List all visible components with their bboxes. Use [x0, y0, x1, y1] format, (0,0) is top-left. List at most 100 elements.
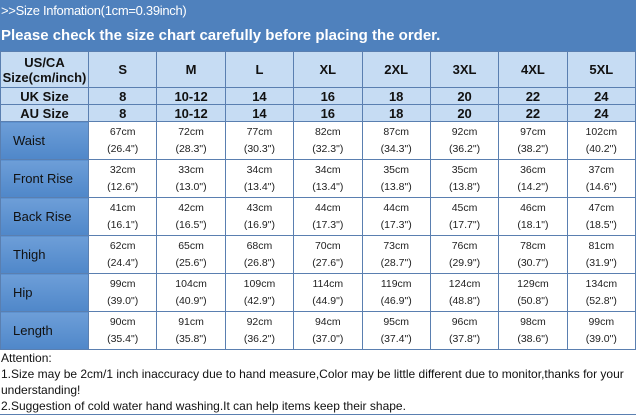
inch-value: (16.1"): [107, 218, 139, 231]
cm-value: 70cm: [314, 239, 341, 252]
inch-value: (42.9"): [243, 294, 276, 307]
measurement-label: Front Rise: [0, 159, 89, 198]
inch-value: (36.2"): [448, 142, 481, 155]
cm-value: 104cm: [175, 277, 207, 290]
size-header-row: US/CA Size(cm/inch) S M L XL 2XL 3XL 4XL 5XL: [0, 51, 636, 88]
size-header: M: [156, 51, 226, 88]
au-size-value: 20: [429, 104, 500, 122]
cm-value: 34cm: [246, 163, 273, 176]
measurement-cell: 97cm (38.2"): [498, 121, 568, 160]
measurement-cell: 94cm (37.0"): [293, 311, 363, 350]
inch-value: (38.6"): [517, 332, 549, 345]
inch-value: (30.3"): [243, 142, 276, 155]
inch-value: (24.4"): [107, 256, 139, 269]
measurement-label: Hip: [0, 273, 89, 312]
measurement-cell: 99cm (39.0"): [566, 311, 636, 350]
cm-value: 97cm: [520, 125, 546, 138]
measurement-cell: 46cm (18.1"): [498, 197, 568, 236]
inch-value: (13.8"): [448, 180, 481, 193]
measurement-cell: 70cm (27.6"): [293, 235, 363, 274]
measurement-cell: 92cm (36.2"): [429, 121, 500, 160]
inch-value: (48.8"): [448, 294, 481, 307]
cm-value: 33cm: [178, 163, 204, 176]
measurement-cell: 76cm (29.9"): [429, 235, 500, 274]
inch-value: (12.6"): [107, 180, 139, 193]
attention-title: Attention:: [1, 351, 52, 365]
inch-value: (13.4"): [243, 180, 276, 193]
measurement-cell: 35cm (13.8"): [429, 159, 500, 198]
cm-value: 124cm: [448, 277, 481, 290]
au-size-value: 14: [224, 104, 295, 122]
inch-value: (26.4"): [107, 142, 139, 155]
cm-value: 35cm: [451, 163, 478, 176]
inch-value: (17.3"): [380, 218, 412, 231]
inch-value: (18.1"): [517, 218, 549, 231]
inch-value: (17.3"): [312, 218, 344, 231]
cm-value: 82cm: [314, 125, 341, 138]
measurement-cell: 104cm (40.9"): [156, 273, 226, 312]
attention-note: 2.Suggestion of cold water hand washing.…: [1, 399, 406, 413]
inch-value: (16.9"): [243, 218, 276, 231]
inch-value: (40.9"): [175, 294, 207, 307]
inch-value: (44.9"): [312, 294, 344, 307]
cm-value: 72cm: [178, 125, 204, 138]
cm-value: 44cm: [314, 201, 341, 214]
au-size-row: AU Size 8 10-12 14 16 18 20 22 24: [0, 104, 636, 122]
cm-value: 73cm: [383, 239, 410, 252]
measurement-cell: 32cm (12.6"): [87, 159, 158, 198]
measurement-cell: 82cm (32.3"): [293, 121, 363, 160]
au-size-value: 22: [498, 104, 568, 122]
cm-value: 99cm: [588, 315, 615, 328]
uk-size-value: 24: [566, 87, 636, 105]
uk-size-value: 10-12: [156, 87, 226, 105]
cm-value: 42cm: [178, 201, 204, 214]
inch-value: (13.8"): [380, 180, 412, 193]
measurement-cell: 109cm (42.9"): [224, 273, 295, 312]
measurement-cell: 34cm (13.4"): [293, 159, 363, 198]
measurement-label: Thigh: [0, 235, 89, 274]
inch-value: (32.3"): [312, 142, 344, 155]
measurement-label: Length: [0, 311, 89, 350]
cm-value: 65cm: [178, 239, 204, 252]
cm-value: 45cm: [451, 201, 478, 214]
cm-value: 43cm: [246, 201, 273, 214]
cm-value: 76cm: [451, 239, 478, 252]
inch-value: (25.6"): [175, 256, 207, 269]
cm-value: 94cm: [314, 315, 341, 328]
inch-value: (30.7"): [517, 256, 549, 269]
inch-value: (35.4"): [107, 332, 139, 345]
measurement-cell: 91cm (35.8"): [156, 311, 226, 350]
uk-size-value: 20: [429, 87, 500, 105]
size-table: US/CA Size(cm/inch) S M L XL 2XL 3XL 4XL 5XL UK S…: [0, 51, 636, 350]
cm-value: 99cm: [109, 277, 136, 290]
size-header: 2XL: [361, 51, 431, 88]
measurement-cell: 65cm (25.6"): [156, 235, 226, 274]
inch-value: (50.8"): [517, 294, 549, 307]
cm-value: 102cm: [585, 125, 618, 138]
measurement-cell: 44cm (17.3"): [361, 197, 431, 236]
inch-value: (52.8"): [585, 294, 617, 307]
inch-value: (29.9"): [448, 256, 481, 269]
cm-value: 67cm: [109, 125, 136, 138]
cm-value: 36cm: [520, 163, 546, 176]
cm-value: 32cm: [109, 163, 136, 176]
table-row: Hip 99cm (39.0") 104cm (40.9") 109cm (42.9") 11…: [0, 273, 636, 312]
measurement-cell: 99cm (39.0"): [87, 273, 158, 312]
uk-size-value: 8: [87, 87, 158, 105]
inch-value: (13.0"): [175, 180, 207, 193]
inch-value: (40.2"): [585, 142, 617, 155]
table-row: Back Rise 41cm (16.1") 42cm (16.5") 43cm (16.9…: [0, 197, 636, 236]
inch-value: (31.9"): [585, 256, 617, 269]
size-header: 4XL: [498, 51, 568, 88]
inch-value: (18.5"): [585, 218, 617, 231]
measurement-label: Waist: [0, 121, 89, 160]
measurement-cell: 96cm (37.8"): [429, 311, 500, 350]
cm-value: 109cm: [243, 277, 276, 290]
attention-section: Attention: 1.Size may be 2cm/1 inch inac…: [0, 350, 636, 415]
measurement-cell: 95cm (37.4"): [361, 311, 431, 350]
corner-header: US/CA Size(cm/inch): [0, 51, 89, 88]
cm-value: 92cm: [246, 315, 273, 328]
table-row: Waist 67cm (26.4") 72cm (28.3") 77cm (30.3") 82…: [0, 121, 636, 160]
inch-value: (37.8"): [448, 332, 481, 345]
measurement-cell: 98cm (38.6"): [498, 311, 568, 350]
